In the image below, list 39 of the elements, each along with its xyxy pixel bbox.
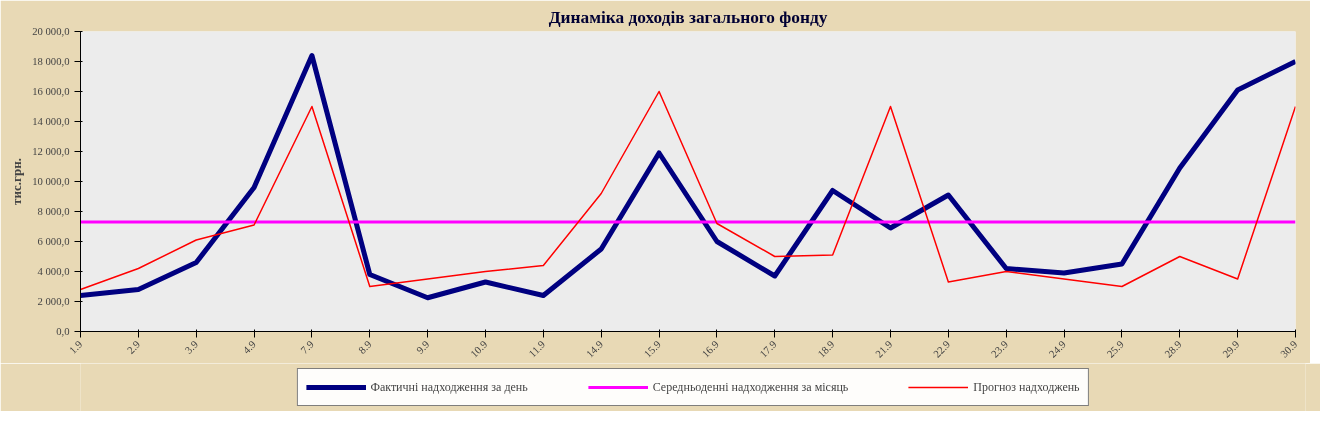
y-tick-label: 16 000,0 [32,86,70,97]
y-tick-label: 4 000,0 [37,266,70,277]
x-tick-label: 9.9 [414,338,432,356]
y-tick-label: 18 000,0 [32,56,70,67]
x-tick-label: 29.9 [1220,338,1242,360]
x-tick-label: 1.9 [67,338,85,356]
x-tick-label: 14.9 [584,338,606,360]
y-tick-label: 14 000,0 [32,116,70,127]
x-tick-label: 15.9 [642,338,663,360]
x-tick-label: 24.9 [1047,338,1068,360]
x-tick-label: 7.9 [298,338,316,356]
y-tick-label: 12 000,0 [32,146,70,157]
x-tick-label: 21.9 [873,338,895,360]
x-tick-label: 22.9 [931,338,953,360]
x-tick-label: 28.9 [1162,338,1184,360]
x-tick-label: 23.9 [989,338,1011,360]
y-tick-label: 10 000,0 [32,176,70,187]
x-tick-label: 16.9 [699,338,721,360]
y-tick-label: 8 000,0 [37,206,70,217]
x-tick-label: 17.9 [757,338,779,360]
legend-label: Прогноз надходжень [973,379,1080,395]
y-tick-label: 0,0 [56,326,70,337]
legend-label: Фактичні надходження за день [370,379,528,395]
x-tick-label: 18.9 [815,338,837,360]
x-tick-label: 3.9 [182,338,201,356]
y-tick-label: 6 000,0 [37,236,70,247]
x-tick-label: 8.9 [356,338,374,356]
x-tick-label: 25.9 [1104,338,1126,360]
y-axis-title: тис.грн. [9,158,25,205]
chart-title: Динаміка доходів загального фонду [548,7,828,27]
x-tick-label: 11.9 [526,338,548,360]
x-tick-label: 2.9 [125,338,143,356]
legend-label: Середньоденні надходження за місяць [652,379,849,395]
x-tick-label: 10.9 [468,338,490,360]
x-tick-label: 4.9 [240,338,258,356]
x-tick-label: 30.9 [1278,338,1300,360]
line-series [80,90,1296,291]
y-tick-label: 2 000,0 [37,296,70,307]
y-tick-label: 20 000,0 [32,26,70,37]
